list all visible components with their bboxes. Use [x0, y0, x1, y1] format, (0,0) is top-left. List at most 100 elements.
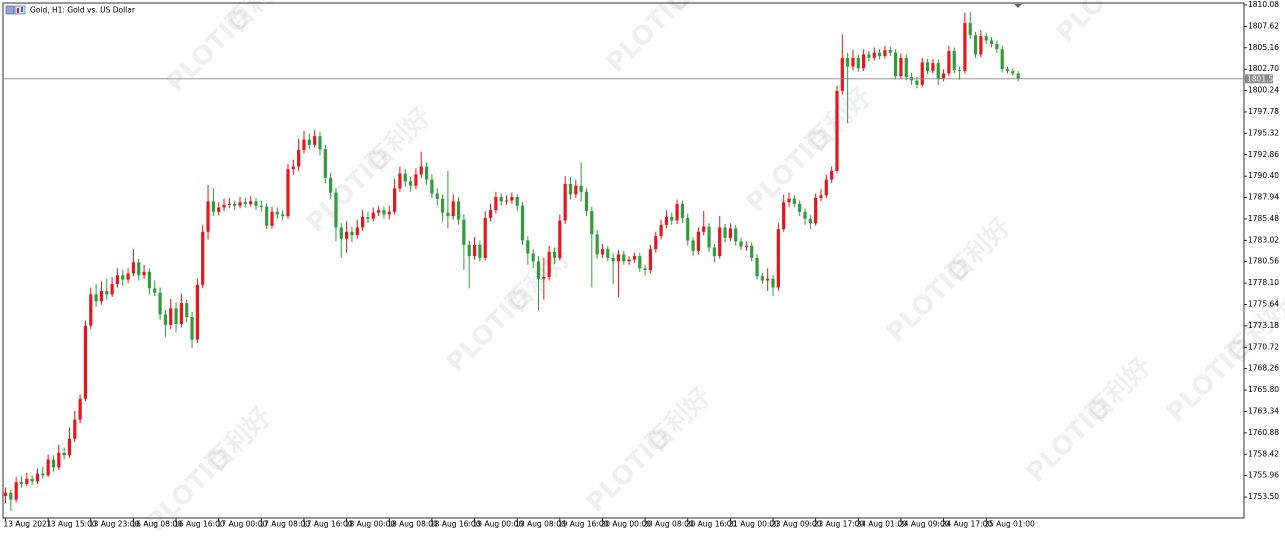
candle-body — [67, 438, 72, 456]
candle-body — [3, 492, 8, 497]
candle-body — [446, 212, 450, 217]
candle-body — [616, 254, 621, 262]
candle-body — [1016, 73, 1020, 79]
candle-body — [275, 211, 279, 215]
candle-body — [558, 220, 562, 258]
candle-body — [99, 290, 104, 302]
x-tick-label: 16 Aug 16:00 — [174, 520, 225, 529]
candle-body — [94, 294, 98, 302]
y-tick-label: 1763.34 — [1248, 406, 1279, 415]
candle-body — [377, 210, 381, 213]
candle-body — [451, 201, 455, 217]
candle-body — [456, 201, 461, 220]
candle-body — [19, 482, 24, 484]
candle-body — [424, 166, 429, 180]
y-tick-label: 1802.70 — [1248, 64, 1279, 73]
candle-body — [414, 174, 418, 186]
candle-body — [664, 217, 669, 225]
candle-body — [350, 231, 354, 236]
candle-body — [281, 214, 285, 217]
candle-body — [105, 290, 109, 295]
candle-body — [760, 276, 764, 281]
candle-body — [62, 452, 66, 456]
candle-body — [782, 202, 786, 230]
candle-body — [41, 473, 45, 476]
candle-body — [707, 226, 711, 248]
candle-body — [1011, 70, 1015, 74]
candle-body — [595, 234, 599, 255]
candle-body — [728, 228, 732, 238]
candle-body — [169, 308, 173, 325]
candle-body — [478, 244, 482, 258]
y-tick-label: 1787.94 — [1248, 193, 1279, 202]
y-tick-label: 1765.80 — [1248, 385, 1279, 394]
candle-body — [931, 63, 935, 71]
candle-body — [382, 210, 386, 215]
candle-body — [963, 23, 967, 71]
candle-body — [387, 211, 391, 215]
candle-body — [153, 288, 157, 293]
candle-body — [968, 23, 972, 36]
candle-body — [270, 211, 274, 226]
x-tick-label: 18 Aug 08:00 — [387, 520, 438, 529]
candle-body — [632, 256, 637, 260]
candle-body — [147, 271, 152, 289]
x-tick-label: 13 Aug 2021 — [4, 520, 52, 529]
candle-body — [925, 62, 930, 71]
x-tick-label: 18 Aug 00:00 — [345, 520, 396, 529]
candle-body — [952, 50, 956, 71]
candle-body — [190, 317, 194, 340]
candle-body — [659, 224, 663, 237]
candle-body — [142, 271, 146, 276]
candle-body — [174, 308, 178, 324]
candle-body — [979, 36, 983, 55]
candle-body — [941, 73, 946, 79]
candle-body — [739, 241, 743, 247]
candle-body — [307, 139, 311, 145]
candle-body — [675, 203, 679, 221]
candle-body — [318, 136, 322, 150]
candle-body — [1005, 69, 1010, 71]
y-tick-label: 1785.48 — [1248, 214, 1279, 223]
candle-body — [883, 50, 887, 57]
candle-body — [776, 229, 780, 288]
y-tick-label: 1778.10 — [1248, 278, 1279, 287]
x-tick-label: 23 Aug 09:00 — [771, 520, 822, 529]
candle-body — [329, 177, 333, 193]
last-price-label: 1801.59 — [1247, 74, 1278, 83]
candle-body — [947, 50, 951, 74]
candle-body — [920, 62, 924, 85]
shift-marker — [1014, 4, 1022, 8]
candle-body — [803, 211, 807, 219]
candle-body — [819, 195, 823, 198]
candle-body — [526, 240, 530, 254]
candle-body — [211, 201, 215, 212]
candle-body — [723, 227, 727, 238]
x-tick-label: 13 Aug 23:00 — [89, 520, 140, 529]
candle-body — [51, 459, 56, 468]
candle-body — [734, 228, 738, 242]
candle-body — [520, 205, 525, 241]
candle-body — [392, 188, 397, 212]
x-tick-label: 24 Aug 09:00 — [899, 520, 950, 529]
candle-body — [419, 166, 423, 175]
y-tick-label: 1780.56 — [1248, 257, 1279, 266]
candle-body — [217, 207, 221, 212]
y-tick-label: 1758.42 — [1248, 449, 1279, 458]
candle-body — [579, 185, 583, 192]
y-tick-label: 1805.16 — [1248, 43, 1279, 52]
candle-body — [206, 201, 210, 232]
candle-body — [755, 257, 759, 277]
x-tick-label: 17 Aug 16:00 — [302, 520, 353, 529]
candle-body — [957, 70, 962, 72]
x-tick-label: 25 Aug 01:00 — [984, 520, 1035, 529]
candle-body — [297, 150, 301, 167]
candle-body — [35, 473, 40, 482]
candle-body — [750, 245, 754, 258]
candle-body — [339, 227, 343, 239]
candle-body — [435, 193, 439, 199]
candle-body — [115, 275, 120, 284]
candle-body — [867, 54, 871, 58]
candle-body — [856, 57, 860, 69]
last-price-box — [1245, 74, 1273, 84]
